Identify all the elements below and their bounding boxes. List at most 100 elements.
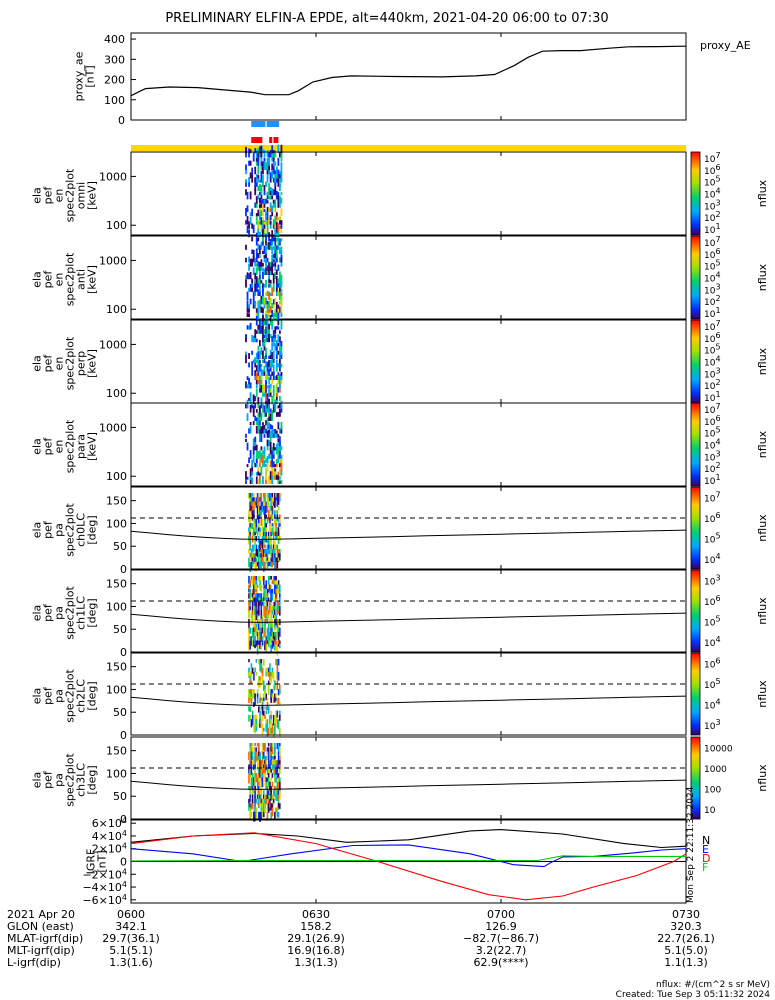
spectrogram-cell bbox=[255, 450, 258, 459]
spectrogram-cell bbox=[249, 149, 252, 154]
pitch-angle-cell bbox=[256, 798, 259, 804]
pitch-angle-cell bbox=[260, 548, 263, 557]
spectrogram-cell bbox=[245, 471, 247, 480]
spectrogram-cell bbox=[271, 208, 274, 217]
ephemeris-value: 0700 bbox=[487, 908, 515, 921]
spectrogram-cell bbox=[266, 334, 269, 338]
pitch-angle-cell bbox=[258, 557, 260, 565]
pitch-angle-cell bbox=[260, 627, 263, 636]
pitch-angle-cell bbox=[270, 760, 272, 764]
pitch-angle-cell bbox=[262, 601, 265, 608]
spectrogram-cell bbox=[257, 289, 260, 296]
pitch-angle-cell bbox=[256, 777, 259, 783]
spectrogram-cell bbox=[277, 304, 280, 313]
pitch-angle-cell bbox=[262, 548, 265, 557]
pitch-angle-cell bbox=[279, 597, 281, 606]
spectrogram-cell bbox=[268, 183, 271, 187]
spectrogram-cell bbox=[258, 205, 261, 212]
pitch-angle-cell bbox=[271, 743, 274, 749]
spectrogram-cell bbox=[279, 173, 281, 179]
pitch-angle-cell bbox=[259, 497, 261, 502]
spectrogram-cell bbox=[280, 249, 283, 254]
colorbar-label: nflux bbox=[756, 514, 769, 542]
pitch-angle-cell bbox=[275, 777, 277, 783]
pitch-angle-cell bbox=[269, 640, 271, 648]
pitch-angle-cell bbox=[277, 540, 280, 545]
igrf-panel: 6×1044×1042×1040−2×104−4×104−6×104IGRF[n… bbox=[82, 786, 710, 907]
y-axis-label-line: pa bbox=[53, 606, 66, 620]
pitch-angle-cell bbox=[260, 794, 263, 801]
spectrogram-cell bbox=[271, 446, 274, 451]
spectrogram-cell bbox=[263, 412, 266, 417]
spectrogram-cell bbox=[272, 236, 275, 242]
pitch-angle-cell bbox=[249, 747, 251, 755]
pitch-angle-cell bbox=[275, 584, 277, 592]
spectrogram-cell bbox=[280, 256, 283, 263]
pitch-angle-cell bbox=[258, 510, 260, 518]
spectrogram-cell bbox=[260, 452, 263, 459]
spectrogram-cell bbox=[280, 371, 283, 376]
y-tick-label: 1000 bbox=[99, 170, 127, 183]
spectrogram-cell bbox=[263, 384, 266, 393]
spectrogram-cell bbox=[248, 304, 250, 309]
pitch-angle-cell bbox=[248, 614, 250, 619]
spectrogram-cell bbox=[272, 152, 275, 158]
colorbar-tick-label: 104 bbox=[704, 355, 721, 369]
pitch-angle-cell bbox=[260, 697, 263, 701]
pitch-angle-cell bbox=[270, 557, 272, 564]
spectrogram-cell bbox=[254, 462, 257, 468]
colorbar bbox=[690, 652, 701, 736]
spectrogram-cell bbox=[263, 208, 266, 212]
pitch-angle-cell bbox=[270, 623, 272, 631]
ephemeris-value: 16.9(16.8) bbox=[287, 944, 345, 957]
spectrogram-cell bbox=[262, 359, 264, 364]
spectrogram-cell bbox=[255, 196, 258, 200]
status-bar-yellow bbox=[131, 145, 686, 151]
pitch-angle-cell bbox=[265, 706, 268, 710]
spectrogram-cell bbox=[271, 287, 274, 296]
pitch-angle-cell bbox=[256, 561, 259, 567]
pitch-angle-cell bbox=[270, 719, 272, 725]
spectrogram-cell bbox=[249, 453, 252, 459]
pitch-angle-cell bbox=[279, 536, 281, 542]
spectrogram-cell bbox=[275, 245, 278, 250]
spectrogram-cell bbox=[275, 221, 278, 229]
spectrogram-cell bbox=[275, 412, 278, 417]
pitch-angle-cell bbox=[253, 544, 255, 552]
pitch-angle-cell bbox=[270, 584, 272, 589]
spectrogram-cell bbox=[269, 187, 272, 196]
spectrogram-cell bbox=[245, 146, 247, 154]
spectrogram-cell bbox=[257, 470, 260, 476]
pitch-angle-cell bbox=[277, 659, 280, 666]
pitch-angle-cell bbox=[259, 697, 261, 704]
spectrogram-cell bbox=[268, 323, 271, 330]
spectrogram-cell bbox=[262, 217, 264, 221]
spectrogram-cell bbox=[248, 397, 250, 401]
spectrogram-cell bbox=[272, 246, 275, 250]
pitch-angle-cell bbox=[250, 593, 253, 597]
pitch-angle-cell bbox=[265, 536, 268, 541]
spectrogram-cell bbox=[263, 283, 266, 288]
pitch-angle-cell bbox=[269, 790, 271, 795]
pitch-angle-cell bbox=[274, 580, 276, 586]
pitch-angle-cell bbox=[262, 743, 265, 751]
y-tick-label: −6×104 bbox=[82, 893, 127, 907]
pitch-angle-cell bbox=[277, 610, 280, 614]
y-axis-label-line: ch3LC bbox=[75, 763, 88, 797]
pitch-angle-cell bbox=[277, 760, 280, 765]
spectrogram-cell bbox=[249, 191, 252, 196]
panel-frame bbox=[130, 736, 687, 820]
spectrogram-cell bbox=[268, 334, 271, 343]
colorbar-tick-label: 10000 bbox=[704, 744, 733, 754]
spectrogram-cell bbox=[260, 373, 263, 380]
pitch-angle-cell bbox=[249, 601, 251, 605]
spectrogram-cell bbox=[260, 306, 263, 313]
spectrogram-cell bbox=[277, 264, 280, 271]
pitch-angle-cell bbox=[261, 561, 264, 566]
spectrogram-cell bbox=[277, 387, 280, 393]
spectrogram-cell bbox=[251, 465, 254, 472]
pitch-angle-cell bbox=[256, 514, 259, 520]
spectrogram-cell bbox=[262, 450, 264, 455]
spectrogram-cell bbox=[274, 215, 277, 225]
